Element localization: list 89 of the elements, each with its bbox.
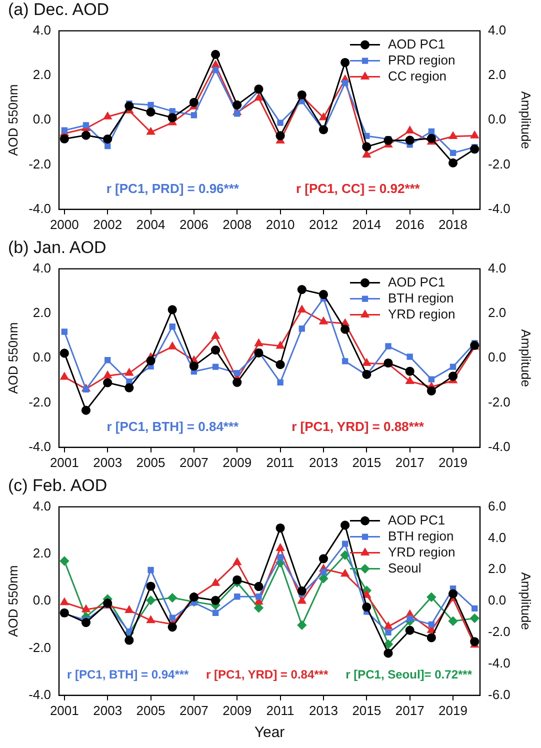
y-tick-label: -2.0	[28, 640, 51, 655]
y-tick-label: -4.0	[28, 686, 51, 702]
y2-tick-label: -4.0	[488, 438, 510, 454]
y2-axis-title: Amplitude	[518, 91, 534, 150]
legend-label: BTH region	[388, 290, 454, 306]
y-tick-label: 2.0	[32, 546, 51, 561]
chart-title: (c) Feb. AOD	[7, 476, 108, 496]
x-tick-label: 2001	[50, 454, 79, 470]
legend-label: YRD region	[388, 544, 456, 560]
y2-tick-label: 2.0	[488, 305, 506, 320]
x-tick-label: 2004	[136, 216, 166, 232]
y-axis-title: AOD 550nm	[5, 84, 20, 156]
x-tick-label: 2014	[352, 216, 382, 232]
x-tick-label: 2019	[438, 454, 468, 470]
y2-axis-title: Amplitude	[518, 572, 534, 630]
chart-title: (a) Dec. AOD	[7, 0, 110, 20]
y2-tick-label: 4.0	[488, 530, 506, 545]
x-tick-label: 2003	[93, 454, 122, 470]
y2-tick-label: -4.0	[488, 200, 510, 216]
y2-tick-label: 0.0	[488, 112, 506, 127]
x-tick-label: 2010	[266, 216, 295, 232]
x-tick-label: 2015	[352, 454, 382, 470]
y2-tick-label: -2.0	[488, 156, 510, 172]
x-tick-label: 2011	[266, 702, 294, 718]
y2-tick-label: 4.0	[488, 260, 506, 276]
y-tick-label: 0.0	[32, 592, 51, 608]
x-tick-label: 2012	[309, 216, 338, 232]
y-axis-title: AOD 550nm	[5, 565, 20, 637]
x-tick-label: 2013	[309, 702, 338, 718]
annotation: r [PC1, PRD] = 0.96***	[106, 180, 240, 196]
x-tick-label: 2007	[179, 454, 208, 470]
legend-label: AOD PC1	[388, 274, 446, 290]
y2-tick-label: -2.0	[488, 394, 510, 410]
x-tick-label: 2009	[222, 454, 252, 470]
x-tick-label: 2006	[179, 216, 208, 232]
y2-tick-label: -2.0	[488, 624, 510, 640]
x-tick-label: 2002	[93, 216, 122, 232]
x-tick-label: 2011	[266, 454, 294, 470]
y2-tick-label: 0.0	[488, 350, 506, 365]
x-tick-label: 2001	[50, 702, 79, 718]
x-tick-label: 2017	[395, 454, 424, 470]
y-tick-label: 2.0	[32, 67, 51, 82]
y-tick-label: 0.0	[32, 350, 51, 365]
x-tick-label: 2018	[438, 216, 468, 232]
legend-label: CC region	[388, 68, 447, 84]
x-axis-title: Year	[254, 724, 285, 742]
legend-label: YRD region	[388, 306, 456, 322]
y-tick-label: 4.0	[32, 22, 51, 38]
y2-axis-title: Amplitude	[518, 329, 534, 388]
x-tick-label: 2003	[93, 702, 122, 718]
legend-label: AOD PC1	[388, 512, 446, 528]
y-tick-label: -4.0	[28, 200, 51, 216]
y2-tick-label: 2.0	[488, 67, 506, 82]
annotation: r [PC1, YRD] = 0.84***	[206, 668, 328, 682]
y-tick-label: 4.0	[32, 260, 51, 276]
y-tick-label: -4.0	[28, 438, 51, 454]
x-tick-label: 2005	[136, 454, 166, 470]
x-tick-label: 2019	[438, 702, 468, 718]
annotation: r [PC1, BTH] = 0.84***	[106, 418, 240, 434]
legend-label: PRD region	[388, 52, 456, 68]
y2-tick-label: 6.0	[488, 498, 506, 514]
y-tick-label: 4.0	[32, 498, 51, 514]
legend-label: Seoul	[388, 560, 422, 576]
x-tick-label: 2017	[395, 702, 424, 718]
y-tick-label: 0.0	[32, 112, 51, 127]
x-tick-label: 2008	[222, 216, 252, 232]
y2-tick-label: -6.0	[488, 686, 510, 702]
chart-title: (b) Jan. AOD	[7, 238, 108, 258]
legend-label: BTH region	[388, 528, 454, 544]
y2-tick-label: 2.0	[488, 561, 506, 576]
y2-tick-label: 4.0	[488, 22, 506, 38]
annotation: r [PC1, Seoul]= 0.72***	[346, 668, 472, 682]
x-tick-label: 2007	[179, 702, 208, 718]
y-tick-label: -2.0	[28, 156, 51, 172]
legend-label: AOD PC1	[388, 36, 446, 52]
x-tick-label: 2000	[50, 216, 79, 232]
x-tick-label: 2016	[395, 216, 424, 232]
x-tick-label: 2013	[309, 454, 338, 470]
x-tick-label: 2005	[136, 702, 166, 718]
annotation: r [PC1, BTH] = 0.94***	[67, 668, 190, 682]
y-tick-label: 2.0	[32, 305, 51, 320]
y-axis-title: AOD 550nm	[5, 322, 20, 394]
y2-tick-label: -4.0	[488, 656, 510, 671]
annotation: r [PC1, YRD] = 0.88***	[292, 418, 425, 434]
y-tick-label: -2.0	[28, 394, 51, 410]
annotation: r [PC1, CC] = 0.92***	[296, 180, 421, 196]
x-tick-label: 2009	[222, 702, 252, 718]
x-tick-label: 2015	[352, 702, 382, 718]
y2-tick-label: 0.0	[488, 592, 506, 608]
